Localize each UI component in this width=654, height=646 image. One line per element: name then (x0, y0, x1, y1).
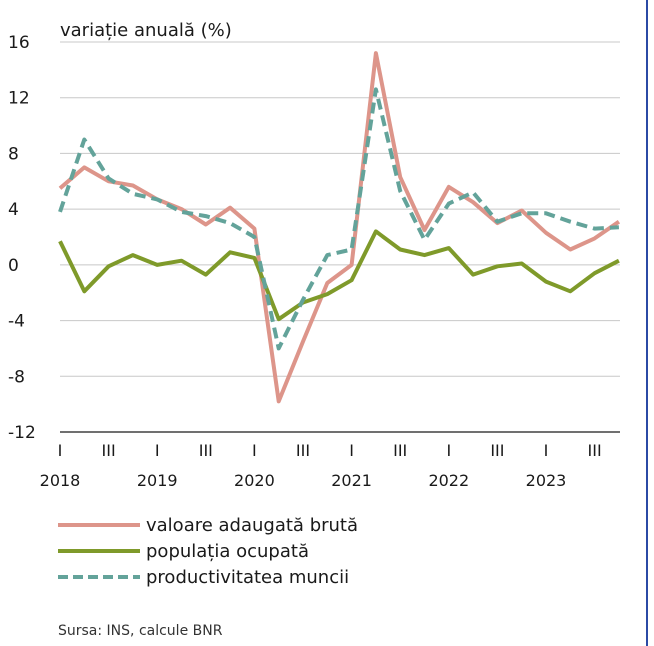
x-year-label: 2019 (137, 471, 178, 490)
y-tick-label: 8 (8, 144, 19, 164)
legend: valoare adaugată brută populația ocupată… (58, 512, 358, 590)
series-line-1 (58, 229, 620, 322)
x-year-label: 2020 (234, 471, 275, 490)
x-tick-label: III (199, 441, 213, 460)
y-tick-label: 4 (8, 200, 19, 220)
gridlines (60, 41, 620, 377)
legend-label-productivity: productivitatea muncii (146, 566, 350, 588)
y-tick-label: 16 (8, 33, 30, 53)
x-tick-label: III (588, 441, 602, 460)
legend-swatch-gva (58, 523, 140, 527)
frame-border (646, 0, 648, 646)
legend-swatch-employment (58, 549, 140, 553)
x-year-label: 2021 (331, 471, 372, 490)
legend-label-employment: populația ocupată (146, 540, 309, 562)
y-tick-label: 12 (8, 89, 30, 109)
y-tick-label: 0 (8, 256, 19, 276)
series-line-0 (58, 51, 621, 404)
x-tick-label: III (102, 441, 116, 460)
x-tick-label: III (490, 441, 504, 460)
x-tick-label: I (155, 441, 160, 460)
x-year-label: 2018 (40, 471, 81, 490)
y-axis-label: variație anuală (%) (60, 20, 232, 41)
y-tick-label: -8 (8, 367, 25, 387)
x-year-label: 2023 (526, 471, 567, 490)
x-tick-label: III (296, 441, 310, 460)
x-tick-label: I (349, 441, 354, 460)
x-tick-label: III (393, 441, 407, 460)
legend-item-employment: populația ocupată (58, 538, 358, 564)
legend-item-productivity: productivitatea muncii (58, 564, 358, 590)
y-tick-label: -4 (8, 312, 25, 332)
x-tick-label: I (446, 441, 451, 460)
y-axis-ticks: -12 -8 -4 0 4 8 12 16 (8, 33, 36, 443)
x-tick-label: I (58, 441, 63, 460)
x-tick-label: I (252, 441, 257, 460)
legend-item-gva: valoare adaugată brută (58, 512, 358, 538)
source-note: Sursa: INS, calcule BNR (58, 623, 223, 639)
series-line-2 (58, 87, 620, 351)
legend-swatch-productivity (58, 575, 140, 579)
x-tick-label: I (544, 441, 549, 460)
legend-label-gva: valoare adaugată brută (146, 514, 359, 536)
y-tick-label: -12 (8, 423, 36, 443)
x-year-label: 2022 (428, 471, 469, 490)
series-lines (58, 51, 621, 404)
